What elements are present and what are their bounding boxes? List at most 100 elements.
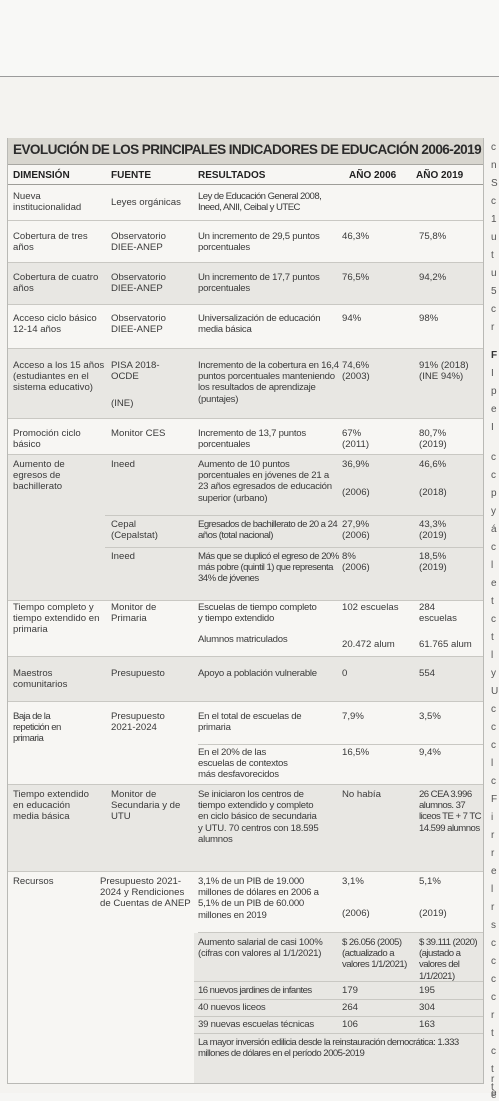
adjacent-column-letter: p xyxy=(491,488,497,499)
row-egresos2-2019: 43,3% (2019) xyxy=(419,519,447,542)
subrow-divider xyxy=(105,547,483,548)
row-recursos-resultados: 3,1% de un PIB de 19.000 millones de dól… xyxy=(198,876,319,921)
row-liceos-2019: 304 xyxy=(419,1002,436,1013)
adjacent-column-letter: 5 xyxy=(491,286,497,297)
subrow-divider xyxy=(198,744,483,745)
subrow-divider xyxy=(194,1016,483,1017)
row-divider xyxy=(8,418,483,419)
row-cob4-2006: 76,5% xyxy=(342,272,370,283)
row-egresos3-2006: 8% (2006) xyxy=(342,551,370,574)
adjacent-column-letter: t xyxy=(491,596,494,607)
adjacent-column-letter: c xyxy=(491,452,496,463)
adjacent-column-letter: c xyxy=(491,614,496,625)
row-tiempo-2006-alumnos: 20.472 alum xyxy=(342,639,395,650)
row-egresos2-resultados: Egresados de bachillerato de 20 a 24 año… xyxy=(198,519,338,542)
row-egresos1-resultados: Aumento de 10 puntos porcentuales en jóv… xyxy=(198,459,332,504)
adjacent-column-letter: y xyxy=(491,668,496,679)
row-promocion-resultados: Incremento de 13,7 puntos porcentuales xyxy=(198,428,306,451)
subrow-divider xyxy=(194,999,483,1000)
adjacent-column-letter: F xyxy=(491,794,498,805)
row-baja-dimension: Baja de la repetición en primaria xyxy=(13,711,61,745)
header-year-2019: AÑO 2019 xyxy=(416,170,464,181)
row-recursos-2019-year: (2019) xyxy=(419,908,447,919)
row-nueva-dimension: Nueva institucionalidad xyxy=(13,191,82,214)
adjacent-column-letter: e xyxy=(491,866,497,877)
row-acceso15-resultados: Incremento de la cobertura en 16,4 punto… xyxy=(198,360,339,405)
adjacent-column-letter: c xyxy=(491,992,496,1003)
adjacent-column-letter: t xyxy=(491,632,494,643)
subrow-divider xyxy=(105,515,483,516)
row-tecnicas-resultados: 39 nuevas escuelas técnicas xyxy=(198,1019,314,1030)
row-recursos-2006: 3,1% xyxy=(342,876,364,887)
row-cob4-resultados: Un incremento de 17,7 puntos porcentuale… xyxy=(198,272,320,295)
adjacent-column-letter: e xyxy=(491,404,497,415)
header-dimension: DIMENSIÓN xyxy=(13,170,70,181)
row-egresos1-2006-year: (2006) xyxy=(342,487,370,498)
row-promocion-fuente: Monitor CES xyxy=(111,428,166,439)
row-divider xyxy=(8,871,483,872)
row-cob4-dimension: Cobertura de cuatro años xyxy=(13,272,99,295)
row-cob3-fuente: Observatorio DIEE-ANEP xyxy=(111,231,166,254)
subrow-divider xyxy=(198,932,483,933)
row-baja-2019: 3,5% xyxy=(419,711,441,722)
adjacent-column-letter: c xyxy=(491,704,496,715)
row-jardines-2006: 179 xyxy=(342,985,359,996)
header-resultados: RESULTADOS xyxy=(198,170,266,181)
row-acceso-fuente: Observatorio DIEE-ANEP xyxy=(111,313,166,336)
adjacent-column-letter: y xyxy=(491,506,496,517)
row-egresos-dimension: Aumento de egresos de bachillerato xyxy=(13,459,65,493)
row-cob3-dimension: Cobertura de tres años xyxy=(13,231,88,254)
indicators-table: EVOLUCIÓN DE LOS PRINCIPALES INDICADORES… xyxy=(7,138,484,1084)
subrow-divider xyxy=(194,981,483,982)
row-divider xyxy=(8,784,483,785)
row-salario-resultados: Aumento salarial de casi 100% (cifras co… xyxy=(198,937,323,960)
row-liceos-2006: 264 xyxy=(342,1002,359,1013)
adjacent-column-letter: S xyxy=(491,178,498,189)
row-divider xyxy=(8,454,483,455)
row-jardines-resultados: 16 nuevos jardines de infantes xyxy=(198,985,312,996)
adjacent-column-letter: s xyxy=(491,920,496,931)
adjacent-column-letter: l xyxy=(491,560,494,571)
row-acceso-2019: 98% xyxy=(419,313,439,324)
row-jardines-2019: 195 xyxy=(419,985,436,996)
adjacent-column-letter: c xyxy=(491,740,496,751)
row-maestros-resultados: Apoyo a población vulnerable xyxy=(198,668,317,679)
adjacent-column-letter: I xyxy=(491,422,494,433)
row-egresos3-fuente: Ineed xyxy=(111,551,136,562)
row-egresos1-2019: 46,6% xyxy=(419,459,447,470)
adjacent-column-letter: t xyxy=(491,1028,494,1039)
adjacent-column-letter: r xyxy=(491,322,495,333)
adjacent-column-letter: c xyxy=(491,974,496,985)
row-maestros-dimension: Maestros comunitarios xyxy=(13,668,68,691)
row-baja-resultados: En el total de escuelas de primaria xyxy=(198,711,302,734)
row-cob3-2006: 46,3% xyxy=(342,231,370,242)
row-tiempo-dimension: Tiempo completo y tiempo extendido en pr… xyxy=(13,602,100,636)
adjacent-column-letter: c xyxy=(491,956,496,967)
row-egresos1-2006: 36,9% xyxy=(342,459,370,470)
adjacent-column-letter: e xyxy=(491,1090,497,1101)
row-recursos-2006-year: (2006) xyxy=(342,908,370,919)
row-acceso-resultados: Universalización de educación media bási… xyxy=(198,313,321,336)
row-cob4-fuente: Observatorio DIEE-ANEP xyxy=(111,272,166,295)
row-tiempo-alumnos: Alumnos matriculados xyxy=(198,634,288,645)
row-tiempo-2006-escuelas: 102 escuelas xyxy=(342,602,399,613)
table-title: EVOLUCIÓN DE LOS PRINCIPALES INDICADORES… xyxy=(13,142,482,157)
adjacent-column-letter: c xyxy=(491,776,496,787)
adjacent-column-letter: c xyxy=(491,542,496,553)
row-cob4-background xyxy=(8,263,483,304)
row-inversion-resultados: La mayor inversión edilicia desde la rei… xyxy=(198,1037,459,1060)
row-cob3-resultados: Un incremento de 29,5 puntos porcentuale… xyxy=(198,231,320,254)
table-title-bar: EVOLUCIÓN DE LOS PRINCIPALES INDICADORES… xyxy=(8,138,483,165)
adjacent-column-letter: c xyxy=(491,470,496,481)
row-tiempomedia-background xyxy=(8,785,483,871)
adjacent-column-letter: t xyxy=(491,1082,494,1093)
subrow-divider xyxy=(194,1033,483,1034)
adjacent-column-letter: n xyxy=(491,160,497,171)
header-fuente: FUENTE xyxy=(111,170,151,181)
row-tiempo-fuente: Monitor de Primaria xyxy=(111,602,157,625)
row-divider xyxy=(8,656,483,657)
row-baja2-resultados: En el 20% de las escuelas de contextos m… xyxy=(198,747,288,781)
row-promocion-2006: 67% (2011) xyxy=(342,428,370,451)
row-recursos-lower-background xyxy=(194,933,483,1083)
adjacent-column-letter: 1 xyxy=(491,214,497,225)
